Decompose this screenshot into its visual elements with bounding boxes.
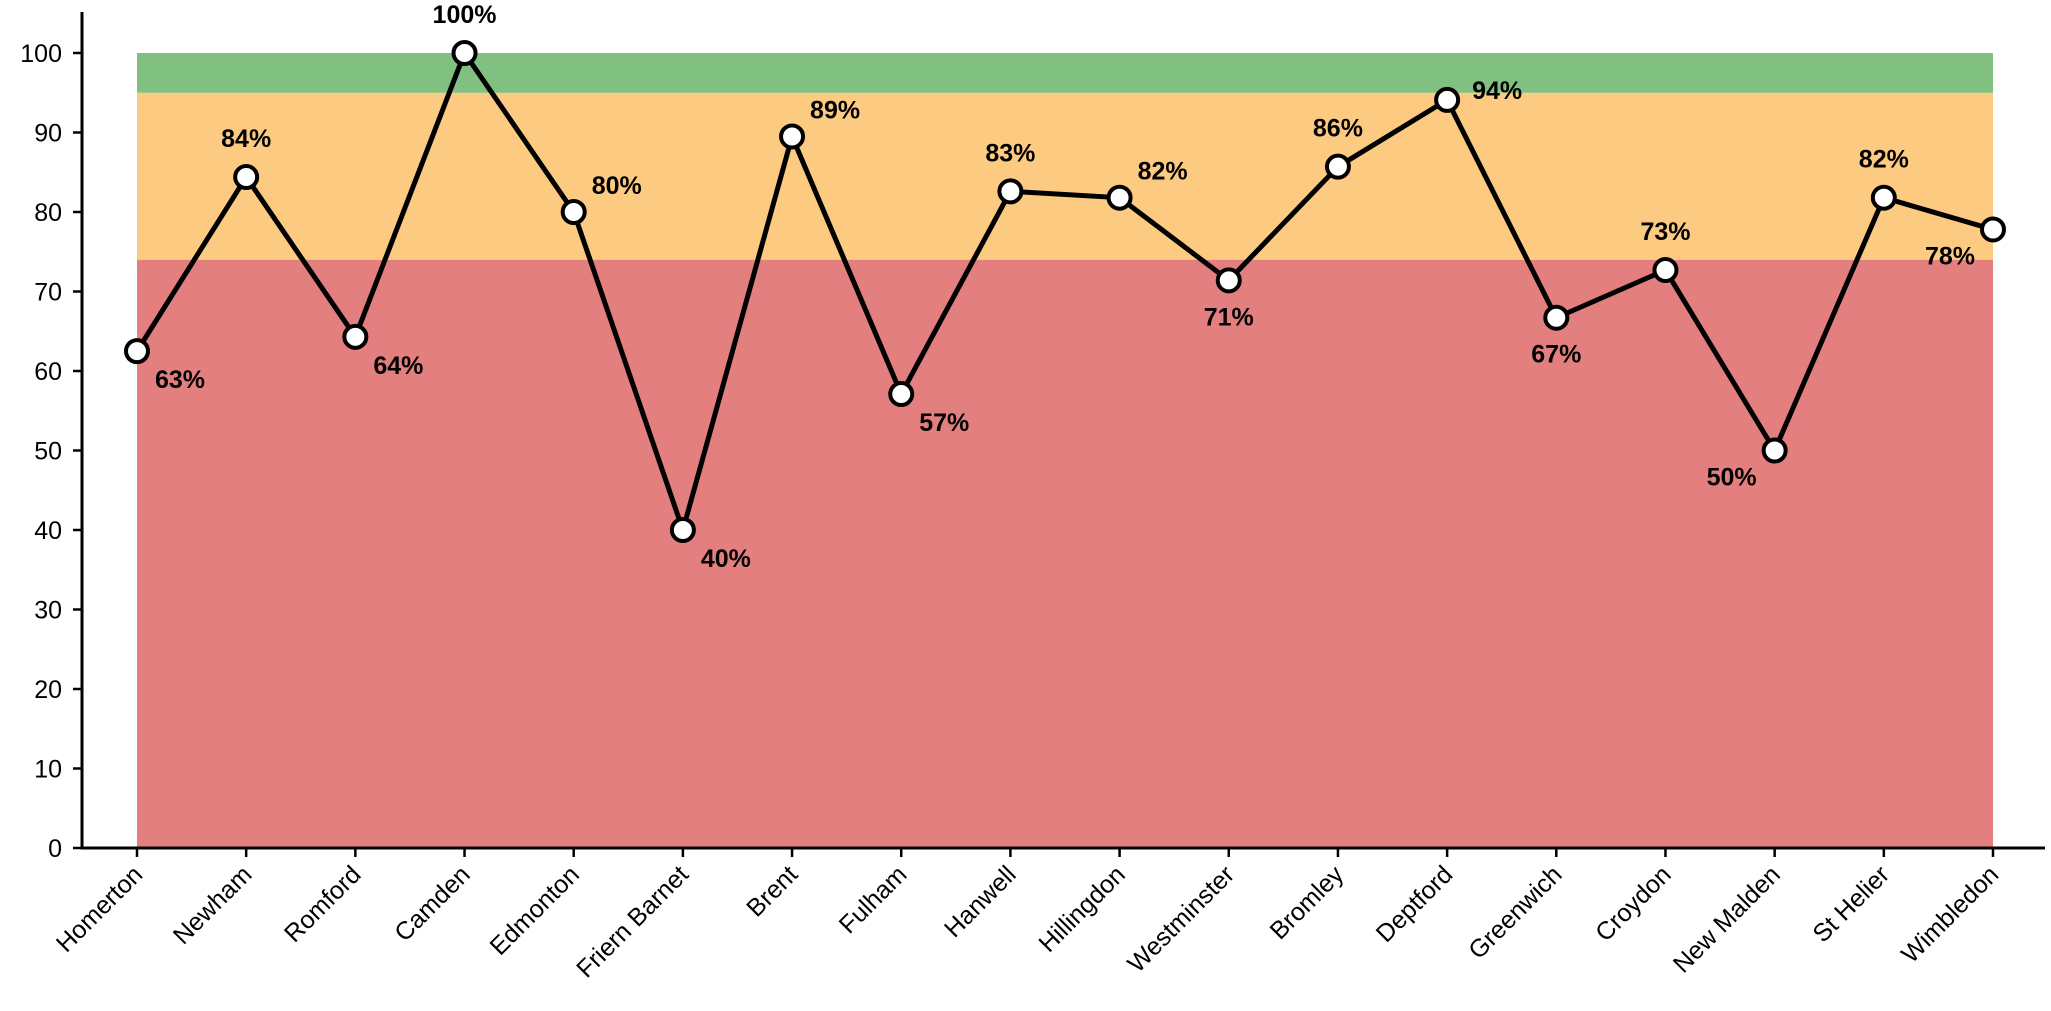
data-label: 50%	[1707, 464, 1757, 492]
x-tick-labels: Homerton Newham Romford Camden EdmontonFrier…	[51, 860, 2004, 983]
data-label: 82%	[1859, 146, 1909, 174]
data-point-marker	[1543, 304, 1570, 331]
axes	[73, 12, 2045, 857]
x-tick-label: New Malden	[1668, 860, 1786, 978]
band-green	[137, 53, 1993, 93]
data-label: 100%	[433, 1, 497, 29]
data-point-marker	[1761, 437, 1788, 464]
x-tick-label: Fulham	[834, 860, 913, 939]
data-label: 40%	[701, 545, 751, 573]
x-tick-label: Wimbledon	[1896, 860, 2004, 968]
data-label: 80%	[592, 172, 642, 200]
data-point-marker	[451, 40, 478, 66]
x-tick-label: Homerton	[51, 860, 148, 957]
data-label: 64%	[373, 352, 423, 380]
data-point-marker	[1980, 216, 2006, 243]
x-tick-label: Deptford	[1371, 860, 1459, 948]
data-label: 82%	[1138, 158, 1188, 186]
data-point-marker	[1434, 86, 1461, 113]
data-label: 73%	[1640, 218, 1690, 246]
data-point-marker	[997, 178, 1024, 205]
data-label: 86%	[1313, 115, 1363, 143]
data-point-marker	[1870, 184, 1897, 211]
y-tick-label: 40	[34, 517, 62, 545]
data-point-marker	[342, 323, 369, 350]
data-point-marker	[888, 381, 915, 408]
x-tick-label: Hanwell	[939, 860, 1022, 943]
data-markers	[124, 40, 2006, 543]
x-tick-label: Romford	[279, 860, 367, 948]
data-label: 57%	[919, 409, 969, 437]
x-tick-label: Bromley	[1265, 860, 1350, 945]
data-label: 89%	[810, 96, 860, 124]
y-tick-label: 70	[34, 279, 62, 307]
y-tick-label: 80	[34, 199, 62, 227]
x-tick-label: Edmonton	[485, 860, 585, 960]
y-tick-label: 50	[34, 438, 62, 466]
target-bands	[137, 53, 1993, 848]
x-tick-label: Hillingdon	[1033, 860, 1130, 957]
data-label: 67%	[1531, 341, 1581, 369]
y-tick-label: 100	[20, 40, 62, 68]
y-tick-label: 60	[34, 358, 62, 386]
data-label: 78%	[1925, 242, 1975, 270]
data-labels: 63% 84% 64% 100% 80% 40% 89% 57% 83% 82% 71% 86% 94%…	[155, 1, 1975, 573]
band-amber	[137, 92, 1993, 260]
y-tick-label: 0	[48, 835, 62, 863]
data-point-marker	[124, 338, 150, 365]
data-point-marker	[1324, 153, 1351, 180]
y-tick-label: 30	[34, 597, 62, 625]
y-tick-labels: 0 10 20 30 40 50 60 70 80 90 100	[20, 40, 62, 863]
band-red	[137, 259, 1993, 848]
x-tick-label: Brent	[741, 860, 803, 922]
data-label: 94%	[1472, 77, 1522, 105]
y-tick-label: 10	[34, 756, 62, 784]
data-point-marker	[233, 164, 260, 191]
x-tick-label: Camden	[389, 860, 476, 947]
data-point-marker	[560, 199, 587, 225]
x-tick-label: Greenwich	[1463, 860, 1567, 964]
data-point-marker	[1106, 184, 1133, 211]
x-tick-label: Croydon	[1590, 860, 1677, 947]
data-label: 83%	[985, 139, 1035, 167]
series-polyline	[134, 50, 1994, 533]
data-label: 71%	[1204, 303, 1254, 331]
data-point-marker	[1652, 257, 1679, 284]
data-point-marker	[1215, 267, 1242, 294]
data-label: 84%	[221, 125, 271, 153]
data-point-marker	[779, 123, 806, 150]
x-tick-label: Friern Barnet	[571, 860, 694, 983]
y-tick-label: 20	[34, 676, 62, 704]
series-line	[134, 50, 1994, 533]
x-tick-label: Newham	[168, 860, 258, 950]
data-label: 63%	[155, 366, 205, 394]
x-tick-label: St Helier	[1807, 860, 1895, 948]
y-tick-label: 90	[34, 120, 62, 148]
data-point-marker	[669, 517, 696, 543]
x-tick-label: Westminster	[1122, 860, 1240, 978]
